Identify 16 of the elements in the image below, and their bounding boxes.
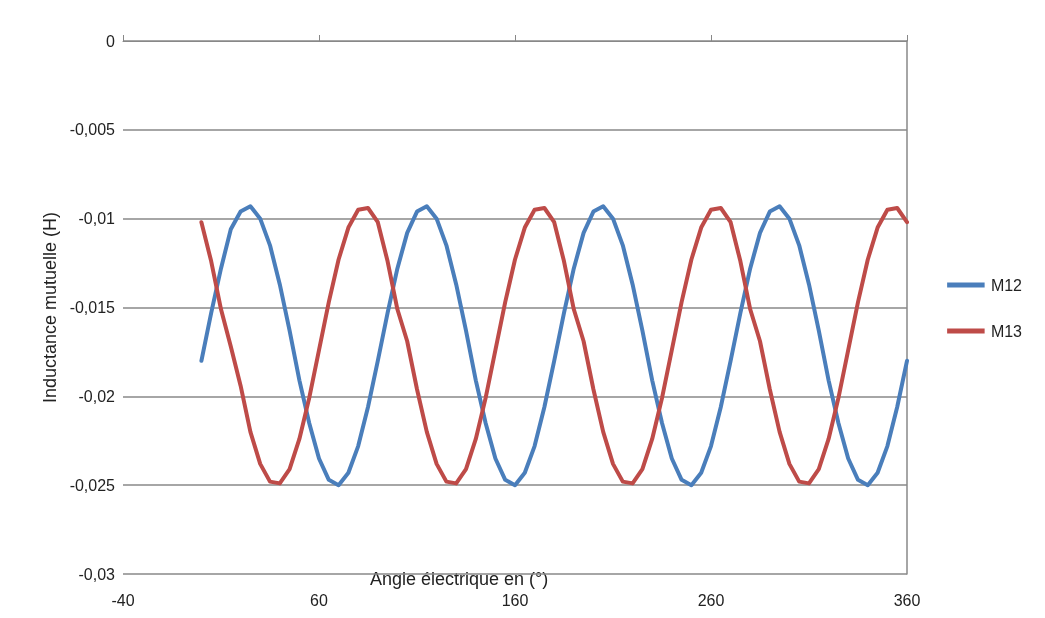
y-tick-label: -0,03 bbox=[78, 565, 116, 583]
legend-label: M13 bbox=[990, 322, 1023, 340]
x-tick-label: 260 bbox=[697, 591, 725, 609]
x-tick-label: -40 bbox=[111, 591, 135, 609]
y-tick-label: -0,025 bbox=[69, 476, 116, 494]
y-tick-label: -0,015 bbox=[69, 299, 116, 316]
y-tick-label: -0,005 bbox=[69, 121, 116, 139]
y-tick-label: -0,02 bbox=[78, 387, 116, 405]
y-axis-title: Inductance mutuelle (H) bbox=[39, 211, 60, 404]
x-tick-label: 160 bbox=[501, 591, 529, 609]
y-tick-label: -0,01 bbox=[78, 210, 116, 228]
x-axis-title: Angle électrique en (°) bbox=[370, 569, 549, 589]
y-tick-label: 0 bbox=[106, 32, 116, 50]
x-tick-label: 360 bbox=[893, 591, 921, 609]
legend-label: M12 bbox=[990, 276, 1023, 294]
x-tick-label: 60 bbox=[310, 591, 328, 609]
